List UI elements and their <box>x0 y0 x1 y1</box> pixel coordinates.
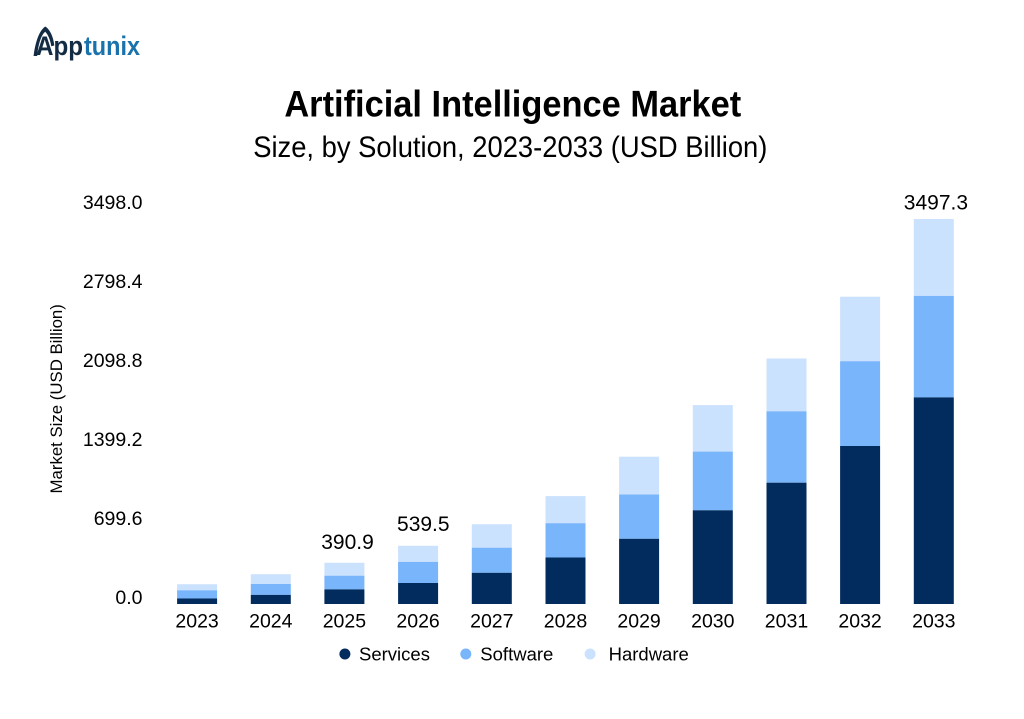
svg-text:0.0: 0.0 <box>115 587 142 609</box>
svg-text:1399.2: 1399.2 <box>83 429 143 451</box>
svg-text:2030: 2030 <box>691 611 735 633</box>
svg-text:2027: 2027 <box>470 611 513 633</box>
svg-text:App: App <box>36 31 83 61</box>
svg-text:539.5: 539.5 <box>397 513 450 536</box>
svg-text:2798.4: 2798.4 <box>83 271 143 293</box>
svg-text:699.6: 699.6 <box>94 508 143 530</box>
svg-text:Size, by Solution, 2023-2033 (: Size, by Solution, 2023-2033 (USD Billio… <box>253 131 767 164</box>
svg-text:2026: 2026 <box>396 611 439 633</box>
svg-text:Software: Software <box>480 644 553 665</box>
svg-text:Artificial Intelligence Market: Artificial Intelligence Market <box>284 82 741 124</box>
svg-text:Market Size (USD Billion): Market Size (USD Billion) <box>47 304 66 493</box>
svg-text:2029: 2029 <box>617 611 660 633</box>
svg-text:2025: 2025 <box>323 611 367 633</box>
svg-text:2032: 2032 <box>838 611 881 633</box>
svg-text:2023: 2023 <box>175 611 218 633</box>
svg-text:Services: Services <box>359 644 430 665</box>
svg-text:2031: 2031 <box>765 611 808 633</box>
svg-text:2028: 2028 <box>544 611 587 633</box>
svg-text:tunix: tunix <box>84 31 140 61</box>
svg-text:3498.0: 3498.0 <box>83 192 143 214</box>
svg-text:2024: 2024 <box>249 611 293 633</box>
svg-text:Hardware: Hardware <box>609 644 689 665</box>
svg-text:390.9: 390.9 <box>321 531 374 554</box>
svg-text:2098.8: 2098.8 <box>83 350 143 372</box>
svg-text:2033: 2033 <box>912 611 955 633</box>
svg-text:3497.3: 3497.3 <box>904 191 968 214</box>
